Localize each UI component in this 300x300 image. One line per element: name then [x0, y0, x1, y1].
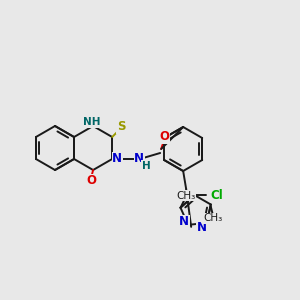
Text: S: S	[117, 121, 125, 134]
Text: N: N	[112, 152, 122, 166]
Text: CH₃: CH₃	[203, 214, 222, 224]
Text: O: O	[86, 175, 96, 188]
Text: H: H	[142, 161, 151, 171]
Text: O: O	[159, 130, 169, 143]
Text: Cl: Cl	[210, 189, 223, 202]
Text: N: N	[134, 152, 144, 166]
Text: CH₃: CH₃	[176, 191, 195, 201]
Text: NH: NH	[83, 117, 101, 127]
Text: N: N	[197, 221, 207, 234]
Text: N: N	[179, 215, 189, 228]
